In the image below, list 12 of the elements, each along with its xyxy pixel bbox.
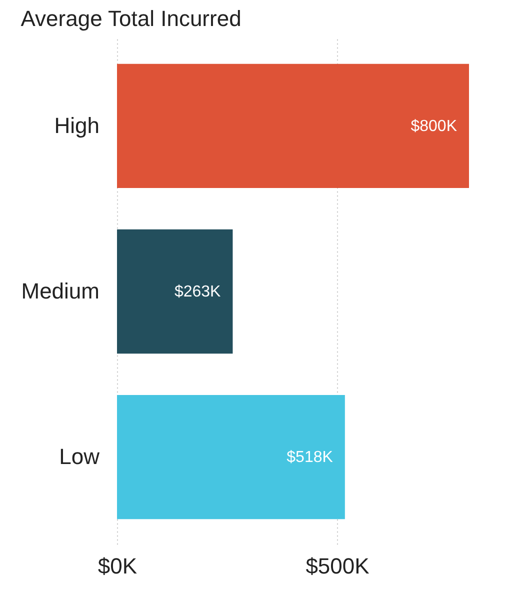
x-tick-label: $0K [98, 554, 138, 578]
bar [117, 64, 469, 188]
bar [117, 229, 233, 354]
y-tick-label: Low [59, 444, 100, 470]
data-label: $518K [286, 449, 334, 466]
y-tick-label: High [54, 112, 100, 138]
data-label: $263K [174, 284, 222, 300]
data-label: $800K [410, 118, 458, 135]
x-tick-label: $500K [306, 554, 370, 578]
y-tick-label: Medium [21, 278, 100, 304]
chart-title: Average Total Incurred [20, 6, 242, 31]
bar [117, 394, 345, 520]
